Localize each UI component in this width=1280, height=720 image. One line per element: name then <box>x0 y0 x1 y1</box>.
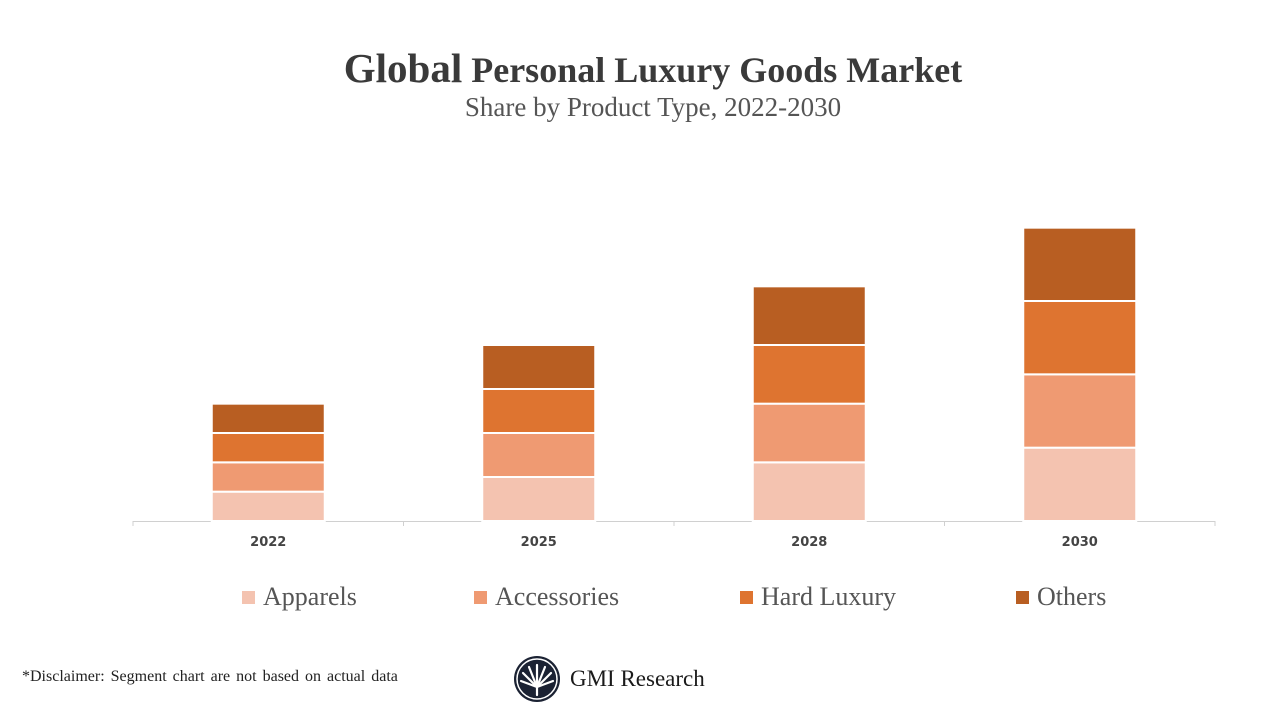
x-tick-label: 2022 <box>250 535 286 550</box>
legend-item-apparels: Apparels <box>242 582 357 612</box>
bar-segment-hard-luxury-2025 <box>481 388 597 434</box>
logo-text: GMI Research <box>570 666 705 691</box>
legend-swatch <box>242 590 255 604</box>
bar-segment-hard-luxury-2022 <box>210 432 326 464</box>
legend-label: Apparels <box>263 582 357 611</box>
bar-segment-accessories-2025 <box>481 432 597 478</box>
legend-swatch <box>740 590 753 604</box>
bar-segment-others-2022 <box>210 402 326 434</box>
gmi-logo: GMI Research <box>513 655 705 703</box>
bar-segment-accessories-2022 <box>210 461 326 493</box>
chart-subtitle: Share by Product Type, 2022-2030 <box>464 92 842 122</box>
bar-segment-apparels-2022 <box>210 490 326 522</box>
x-tick-label: 2030 <box>1062 535 1098 550</box>
legend-item-others: Others <box>1016 582 1106 612</box>
gmi-emblem-icon <box>514 656 560 702</box>
bar-segment-others-2030 <box>1022 226 1138 303</box>
legend-swatch <box>474 590 487 604</box>
legend-label: Accessories <box>495 582 620 611</box>
legend-label: Hard Luxury <box>761 582 897 611</box>
bar-segment-accessories-2028 <box>751 402 867 464</box>
bar-segment-apparels-2030 <box>1022 446 1138 522</box>
legend: Apparels Accessories Hard Luxury Others <box>0 582 1280 616</box>
bar-segment-accessories-2030 <box>1022 373 1138 449</box>
legend-label: Others <box>1037 582 1107 611</box>
x-tick-label: 2025 <box>521 535 557 550</box>
bar-segment-others-2028 <box>751 285 867 347</box>
bar-segment-hard-luxury-2028 <box>751 344 867 405</box>
legend-item-hard-luxury: Hard Luxury <box>740 582 896 612</box>
chart-title: Global Personal Luxury Goods Market <box>0 44 1280 92</box>
x-tick-label: 2028 <box>791 535 827 550</box>
disclaimer: *Disclaimer: Segment chart are not based… <box>22 668 398 685</box>
bar-segment-others-2025 <box>481 344 597 390</box>
bar-segment-apparels-2028 <box>751 461 867 523</box>
legend-item-accessories: Accessories <box>474 582 619 612</box>
legend-swatch <box>1016 590 1029 604</box>
bar-segment-apparels-2025 <box>481 476 597 522</box>
title-main: Personal Luxury Goods Market <box>471 50 963 90</box>
bar-segment-hard-luxury-2030 <box>1022 300 1138 376</box>
title-global: Global <box>343 45 463 91</box>
